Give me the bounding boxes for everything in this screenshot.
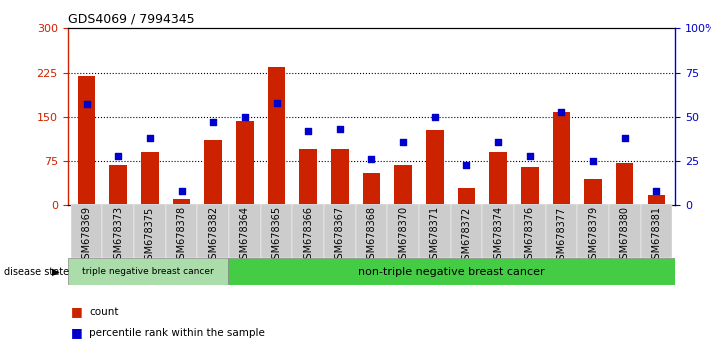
Text: ■: ■ [71, 305, 83, 318]
Text: GSM678370: GSM678370 [398, 206, 408, 266]
Point [302, 128, 314, 134]
Bar [228, 258, 675, 285]
Bar [648, 195, 665, 205]
Text: GSM678374: GSM678374 [493, 206, 503, 266]
Point [208, 119, 219, 125]
Text: GSM678375: GSM678375 [145, 206, 155, 266]
Text: GSM678364: GSM678364 [240, 206, 250, 265]
Text: GSM678373: GSM678373 [113, 206, 123, 266]
Bar [616, 163, 634, 205]
Bar [419, 204, 451, 258]
Point [365, 156, 377, 162]
Point [619, 135, 631, 141]
Bar [609, 204, 641, 258]
Text: GSM678366: GSM678366 [303, 206, 313, 265]
Bar [299, 149, 317, 205]
Text: ▶: ▶ [52, 267, 60, 277]
Point [587, 158, 599, 164]
Bar [521, 167, 538, 205]
Text: GSM678379: GSM678379 [588, 206, 598, 266]
Bar [109, 165, 127, 205]
Bar [426, 130, 444, 205]
Bar [261, 204, 292, 258]
Text: non-triple negative breast cancer: non-triple negative breast cancer [358, 267, 545, 277]
Bar [292, 204, 324, 258]
Text: GSM678378: GSM678378 [176, 206, 186, 266]
Bar [134, 204, 166, 258]
Bar [387, 204, 419, 258]
Text: GSM678369: GSM678369 [82, 206, 92, 265]
Text: GSM678382: GSM678382 [208, 206, 218, 266]
Point [556, 109, 567, 114]
Text: GSM678377: GSM678377 [557, 206, 567, 266]
Bar [356, 204, 387, 258]
Bar [545, 204, 577, 258]
Point [397, 139, 409, 144]
Text: GSM678372: GSM678372 [461, 206, 471, 266]
Bar [363, 173, 380, 205]
Text: GSM678368: GSM678368 [366, 206, 377, 265]
Point [461, 162, 472, 167]
Bar [395, 165, 412, 205]
Text: GSM678376: GSM678376 [525, 206, 535, 266]
Text: GSM678365: GSM678365 [272, 206, 282, 266]
Bar [489, 152, 507, 205]
Bar [451, 204, 482, 258]
Text: disease state: disease state [4, 267, 69, 277]
Bar [641, 204, 673, 258]
Point [651, 188, 662, 194]
Text: ■: ■ [71, 326, 83, 339]
Bar [584, 179, 602, 205]
Text: GDS4069 / 7994345: GDS4069 / 7994345 [68, 13, 194, 26]
Text: GSM678367: GSM678367 [335, 206, 345, 266]
Point [112, 153, 124, 159]
Bar [552, 112, 570, 205]
Bar [205, 141, 222, 205]
Bar [173, 199, 191, 205]
Text: count: count [89, 307, 118, 316]
Text: percentile rank within the sample: percentile rank within the sample [89, 328, 264, 338]
Bar [70, 204, 102, 258]
Text: GSM678381: GSM678381 [651, 206, 661, 265]
Point [493, 139, 504, 144]
Point [524, 153, 535, 159]
Bar [324, 204, 356, 258]
Bar [102, 204, 134, 258]
Point [176, 188, 187, 194]
Bar [577, 204, 609, 258]
Bar [482, 204, 514, 258]
Text: triple negative breast cancer: triple negative breast cancer [82, 267, 213, 276]
Bar [268, 67, 285, 205]
Point [144, 135, 156, 141]
Point [81, 102, 92, 107]
Bar [77, 75, 95, 205]
Bar [236, 121, 254, 205]
Bar [198, 204, 229, 258]
Bar [166, 204, 198, 258]
Bar [331, 149, 348, 205]
Bar [458, 188, 475, 205]
Text: GSM678380: GSM678380 [620, 206, 630, 265]
Point [429, 114, 441, 120]
Bar [229, 204, 261, 258]
Point [334, 126, 346, 132]
Point [239, 114, 250, 120]
Point [271, 100, 282, 105]
Bar [514, 204, 545, 258]
Bar [68, 258, 228, 285]
Bar [141, 152, 159, 205]
Text: GSM678371: GSM678371 [430, 206, 440, 266]
